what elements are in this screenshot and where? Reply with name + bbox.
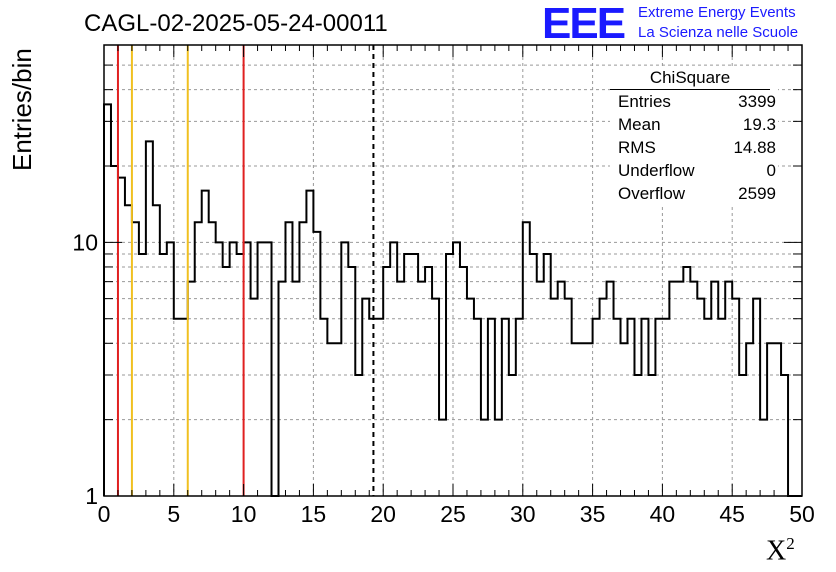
- stats-value: 19.3: [742, 115, 776, 134]
- stats-title: ChiSquare: [610, 68, 770, 90]
- stats-row-underflow: Underflow 0: [610, 161, 776, 184]
- stats-row-rms: RMS 14.88: [610, 138, 776, 161]
- stats-row-entries: Entries 3399: [610, 92, 776, 115]
- x-axis-label: X2: [766, 534, 795, 567]
- x-tick-label: 30: [510, 501, 536, 527]
- stats-key: RMS: [618, 138, 656, 157]
- x-tick-label: 15: [301, 501, 327, 527]
- x-tick-label: 50: [789, 501, 815, 527]
- y-axis-label: Entries/bin: [7, 48, 37, 171]
- x-tick-label: 10: [231, 501, 257, 527]
- stats-value: 3399: [738, 92, 776, 111]
- stats-box: ChiSquare Entries 3399 Mean 19.3 RMS 14.…: [610, 68, 778, 207]
- y-tick-label: 1: [85, 483, 98, 509]
- stats-row-overflow: Overflow 2599: [610, 184, 776, 207]
- x-tick-label: 5: [167, 501, 180, 527]
- stats-row-mean: Mean 19.3: [610, 115, 776, 138]
- stats-value: 2599: [738, 184, 776, 203]
- histogram-steps: [103, 103, 802, 497]
- stats-value: 14.88: [733, 138, 776, 157]
- x-tick-label: 40: [650, 501, 676, 527]
- eee-logo: EEE: [542, 2, 627, 42]
- plot-title: CAGL-02-2025-05-24-00011: [84, 10, 388, 37]
- x-tick-label: 25: [440, 501, 466, 527]
- axis-ticks-layer: [103, 45, 803, 497]
- stats-value: 0: [766, 161, 776, 180]
- marker-lines-layer: [116, 45, 375, 496]
- histogram-layer: [103, 103, 802, 497]
- logo-text: EEE: [542, 2, 625, 42]
- stats-key: Underflow: [618, 161, 695, 180]
- x-tick-label: 20: [370, 501, 396, 527]
- x-tick-label: 0: [98, 501, 111, 527]
- stats-key: Mean: [618, 115, 661, 134]
- stats-key: Overflow: [618, 184, 686, 203]
- logo-subtitle-2: La Scienza nelle Scuole: [638, 24, 799, 41]
- x-tick-label: 35: [580, 501, 606, 527]
- stats-key: Entries: [618, 92, 671, 111]
- tick-labels-layer: 0 5 10 15 20 25 30 35 40 45 50 1 10: [72, 229, 814, 527]
- x-tick-label: 45: [719, 501, 745, 527]
- y-tick-label: 10: [72, 229, 98, 255]
- logo-subtitle-1: Extreme Energy Events: [638, 4, 796, 21]
